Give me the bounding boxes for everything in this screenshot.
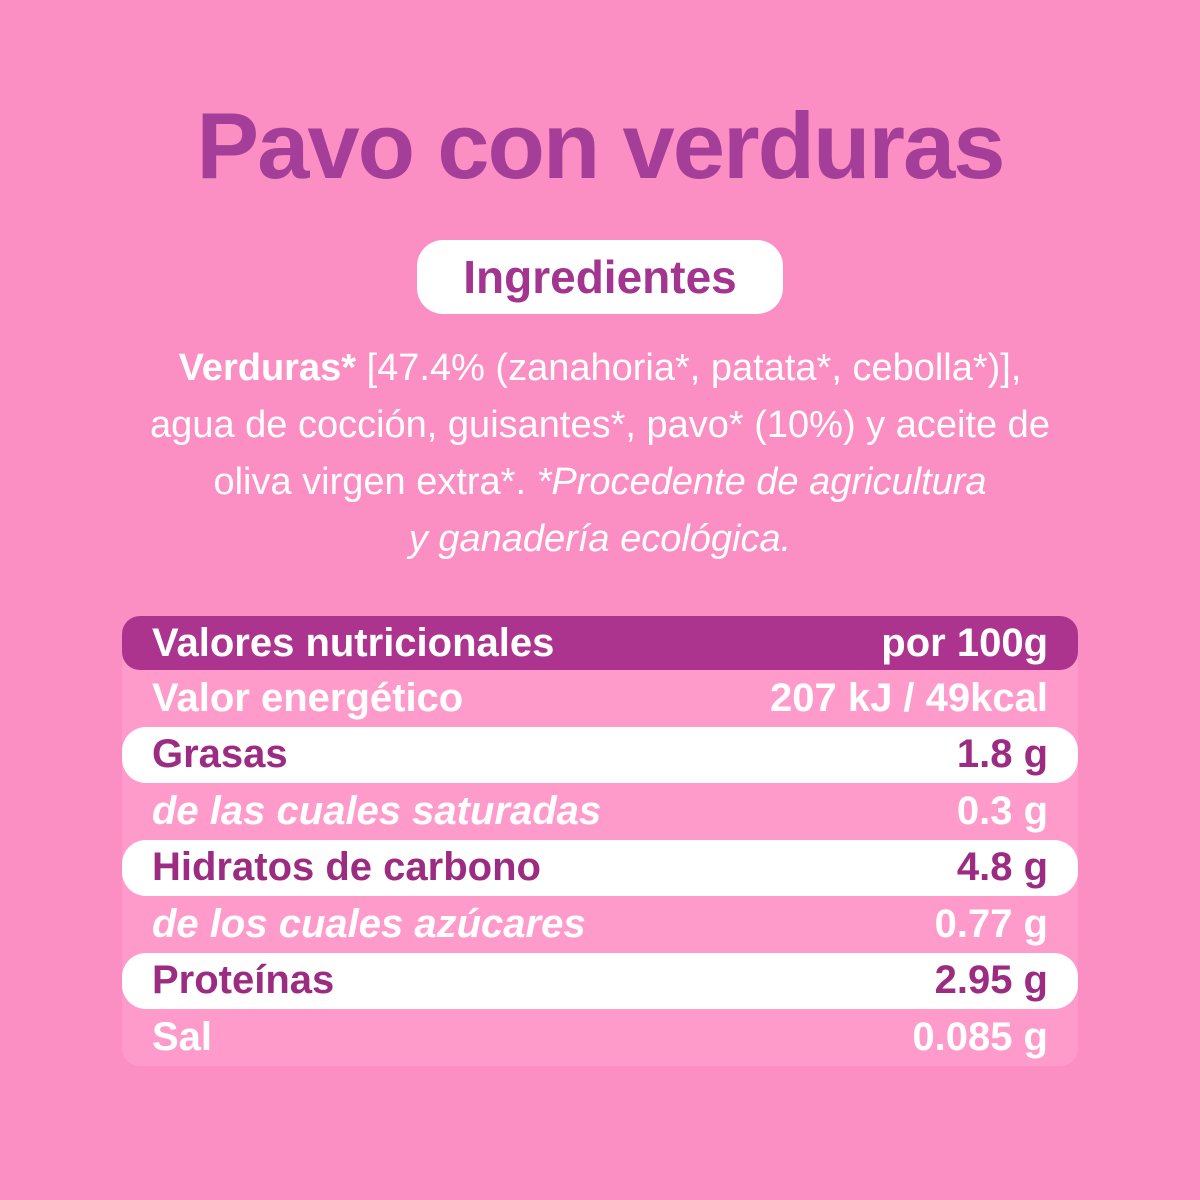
row-label: Sal — [152, 1014, 213, 1059]
row-value: 207 kJ / 49kcal — [769, 675, 1048, 720]
ingredients-text: Verduras* [47.4% (zanahoria*, patata*, c… — [90, 340, 1110, 568]
ingredients-line-2: agua de cocción, guisantes*, pavo* (10%)… — [150, 404, 1050, 447]
table-row-energy: Valor energético 207 kJ / 49kcal — [122, 670, 1078, 727]
row-value: 0.085 g — [912, 1014, 1048, 1059]
table-row-salt: Sal 0.085 g — [122, 1009, 1078, 1066]
row-value: 4.8 g — [956, 845, 1048, 890]
row-label: Hidratos de carbono — [152, 845, 541, 890]
table-row-sugars: de los cuales azúcares 0.77 g — [122, 896, 1078, 953]
nutrition-table: Valores nutricionales por 100g Valor ene… — [122, 616, 1078, 1066]
row-label: Valor energético — [152, 675, 464, 720]
table-row-saturated: de las cuales saturadas 0.3 g — [122, 783, 1078, 840]
ingredients-line-1: Verduras* [47.4% (zanahoria*, patata*, c… — [178, 347, 1022, 390]
ingredients-badge: Ingredientes — [417, 240, 783, 315]
row-label: de las cuales saturadas — [152, 788, 602, 833]
ingredients-lead: Verduras* — [178, 347, 357, 390]
table-header-value: por 100g — [881, 620, 1048, 665]
ingredients-line-4: y ganadería ecológica. — [408, 518, 792, 561]
ingredients-line-3: oliva virgen extra*. *Procedente de agri… — [213, 461, 987, 504]
row-label: Proteínas — [152, 958, 335, 1003]
row-value: 0.3 g — [956, 788, 1048, 833]
row-value: 1.8 g — [956, 732, 1048, 777]
page-title: Pavo con verduras — [196, 93, 1005, 198]
row-label: de los cuales azúcares — [152, 901, 586, 946]
table-row-carbs: Hidratos de carbono 4.8 g — [122, 839, 1078, 897]
row-value: 2.95 g — [934, 958, 1048, 1003]
table-row-protein: Proteínas 2.95 g — [122, 952, 1078, 1010]
table-header-label: Valores nutricionales — [152, 620, 555, 665]
organic-note-start: *Procedente de agricultura — [536, 461, 987, 504]
ingredients-badge-label: Ingredientes — [463, 251, 737, 304]
table-header-row: Valores nutricionales por 100g — [122, 616, 1078, 671]
row-label: Grasas — [152, 732, 288, 777]
table-row-fat: Grasas 1.8 g — [122, 726, 1078, 784]
row-value: 0.77 g — [934, 901, 1048, 946]
